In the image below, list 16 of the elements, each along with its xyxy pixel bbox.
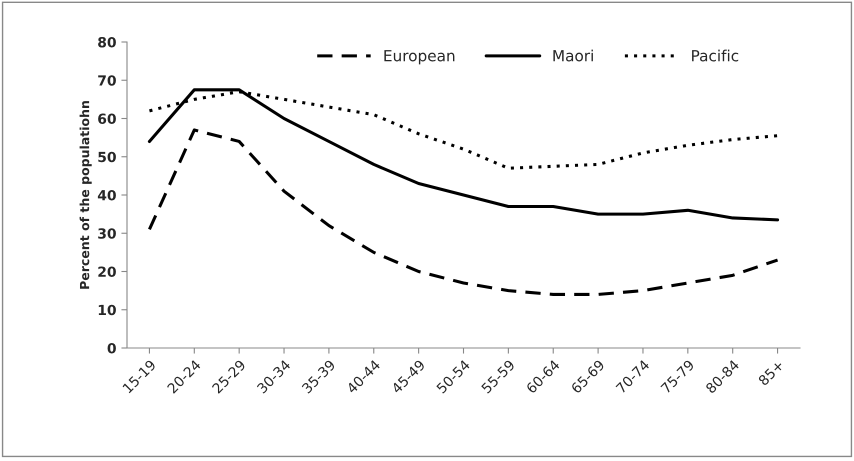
- legend-label: Pacific: [692, 50, 738, 62]
- y-tick-label: 70: [98, 75, 116, 86]
- y-tick-label: 0: [108, 342, 116, 354]
- y-tick-label: 20: [98, 266, 116, 277]
- line-series: [148, 128, 780, 296]
- legend-label: European: [384, 50, 454, 64]
- y-tick-label: 80: [98, 36, 116, 48]
- y-tick-label: 60: [98, 113, 116, 124]
- y-tick-label: 30: [98, 228, 116, 239]
- y-tick-label: 40: [98, 190, 116, 200]
- legend-label: Maori: [553, 50, 593, 62]
- y-tick-label: 50: [98, 152, 116, 162]
- line-series: [148, 88, 780, 222]
- y-axis-title: Percent of the populatiohn: [80, 101, 92, 289]
- y-tick-label: 10: [98, 304, 116, 316]
- x-tick-label: 85+: [758, 360, 784, 386]
